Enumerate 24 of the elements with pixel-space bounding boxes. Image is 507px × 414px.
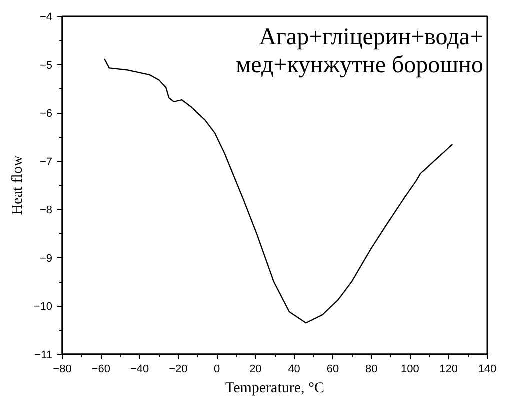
x-tick-label: −80 (53, 364, 72, 376)
x-axis-title: Temperature, °C (225, 380, 325, 396)
x-tick-label: −60 (92, 364, 110, 376)
y-tick-label: −10 (34, 301, 53, 314)
x-tick-label: 80 (365, 364, 378, 376)
y-tick-label: −6 (40, 108, 53, 120)
x-tick-label: 140 (478, 364, 497, 376)
y-tick-label: −8 (40, 204, 53, 217)
x-tick-label: 40 (288, 364, 300, 376)
y-tick-label: −4 (40, 12, 53, 24)
y-axis-title: Heat flow (10, 156, 26, 216)
x-tick-label: 100 (401, 364, 420, 376)
x-tick-label: −20 (169, 364, 188, 376)
x-tick-label: 120 (440, 364, 458, 376)
y-tick-label: −5 (40, 60, 53, 72)
annotation: Агар+гліцерин+вода+ (259, 24, 484, 50)
y-tick-label: −9 (40, 252, 53, 265)
x-tick-label: 0 (214, 364, 220, 376)
y-tick-label: −7 (40, 156, 53, 168)
x-tick-label: 60 (326, 364, 340, 376)
y-tick-label: −11 (34, 350, 52, 362)
x-tick-label: 20 (250, 364, 262, 376)
x-tick-label: −40 (130, 364, 150, 376)
annotation: мед+кунжутне борошно (236, 52, 484, 78)
